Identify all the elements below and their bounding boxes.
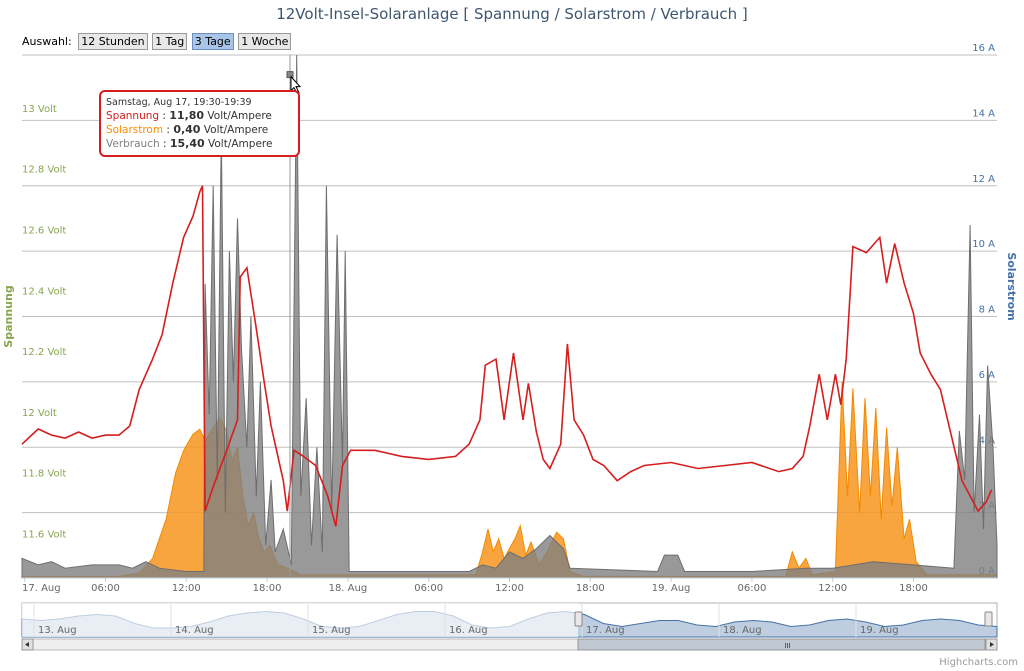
tooltip-value: 0,40 bbox=[173, 123, 201, 136]
left-axis-tick-label: 12.4 Volt bbox=[22, 286, 66, 297]
x-axis-tick-label: 18. Aug bbox=[329, 583, 368, 594]
tooltip-series-name: Spannung bbox=[106, 110, 160, 122]
tooltip-row-verbrauch: Verbrauch : 15,40 Volt/Ampere bbox=[106, 137, 273, 150]
x-axis-tick-label: 06:00 bbox=[737, 583, 766, 594]
left-axis-tick-label: 12.6 Volt bbox=[22, 225, 66, 236]
left-axis-tick-label: 11.8 Volt bbox=[22, 469, 66, 480]
x-axis-tick-label: 18:00 bbox=[899, 583, 928, 594]
navigator-label: 18. Aug bbox=[723, 625, 762, 636]
navigator-handle-left[interactable] bbox=[574, 611, 583, 627]
tooltip-value: 11,80 bbox=[169, 109, 205, 122]
navigator-label: 14. Aug bbox=[175, 625, 214, 636]
range-selector-label: Auswahl: bbox=[22, 35, 72, 48]
left-axis-tick-label: 13 Volt bbox=[22, 104, 57, 115]
range-1day-button[interactable]: 1 Tag bbox=[152, 33, 188, 50]
tooltip-header: Samstag, Aug 17, 19:30-19:39 bbox=[106, 97, 252, 108]
x-axis-tick-label: 12:00 bbox=[495, 583, 524, 594]
series-verbrauch-area bbox=[21, 54, 998, 579]
tooltip-value: 15,40 bbox=[169, 137, 205, 150]
navigator-label: 19. Aug bbox=[860, 625, 899, 636]
navigator-label: 16. Aug bbox=[449, 625, 488, 636]
left-axis-tick-label: 12 Volt bbox=[22, 408, 57, 419]
right-axis-title: Solarstrom bbox=[1005, 252, 1018, 320]
hover-marker bbox=[286, 71, 294, 79]
right-axis-tick-label: 8 A bbox=[979, 305, 996, 316]
navigator-handle-right[interactable] bbox=[984, 611, 993, 627]
right-axis-tick-label: 14 A bbox=[972, 108, 995, 119]
x-axis-tick-label: 12:00 bbox=[818, 583, 847, 594]
scrollbar-thumb[interactable] bbox=[577, 638, 986, 651]
x-axis-tick-label: 18:00 bbox=[576, 583, 605, 594]
navigator-label: 13. Aug bbox=[38, 625, 77, 636]
left-axis-tick-label: 11.6 Volt bbox=[22, 530, 66, 541]
tooltip-row-solarstrom: Solarstrom : 0,40 Volt/Ampere bbox=[106, 123, 269, 136]
range-1week-button[interactable]: 1 Woche bbox=[238, 33, 292, 50]
scrollbar-grip-icon: III bbox=[784, 642, 790, 650]
x-axis-tick-label: 06:00 bbox=[91, 583, 120, 594]
navigator-label: 17. Aug bbox=[586, 625, 625, 636]
tooltip: Samstag, Aug 17, 19:30-19:39 Spannung : … bbox=[99, 90, 300, 157]
series-solarstrom-area bbox=[21, 381, 998, 579]
range-selector: Auswahl: 12 Stunden 1 Tag 3 Tage 1 Woche bbox=[22, 33, 292, 50]
right-axis-tick-label: 10 A bbox=[972, 239, 995, 250]
credits-link[interactable]: Highcharts.com bbox=[939, 657, 1018, 668]
navigator-label: 15. Aug bbox=[312, 625, 351, 636]
right-axis-tick-label: 12 A bbox=[972, 174, 995, 185]
tooltip-unit: Volt/Ampere bbox=[203, 124, 269, 136]
tooltip-unit: Volt/Ampere bbox=[207, 110, 272, 122]
left-axis-title: Spannung bbox=[2, 285, 15, 347]
range-3days-button[interactable]: 3 Tage bbox=[191, 33, 234, 50]
chart-title: 12Volt-Insel-Solaranlage [ Spannung / So… bbox=[276, 5, 748, 23]
x-axis-tick-label: 17. Aug bbox=[22, 583, 61, 594]
tooltip-series-name: Solarstrom bbox=[106, 124, 164, 136]
x-axis-tick-label: 18:00 bbox=[253, 583, 282, 594]
range-12h-button[interactable]: 12 Stunden bbox=[78, 33, 148, 50]
left-axis-tick-label: 12.2 Volt bbox=[22, 347, 66, 358]
x-axis-tick-label: 06:00 bbox=[414, 583, 443, 594]
chevron-left-icon bbox=[25, 642, 29, 647]
navigator-mask bbox=[22, 603, 578, 637]
chevron-right-icon bbox=[990, 642, 994, 647]
x-axis-tick-label: 19. Aug bbox=[652, 583, 691, 594]
tooltip-series-name: Verbrauch bbox=[106, 138, 160, 150]
right-axis-tick-label: 16 A bbox=[972, 43, 995, 54]
tooltip-unit: Volt/Ampere bbox=[208, 138, 273, 150]
x-axis-tick-label: 12:00 bbox=[172, 583, 201, 594]
series-spannung-line bbox=[21, 185, 993, 527]
left-axis-tick-label: 12.8 Volt bbox=[22, 165, 66, 176]
tooltip-row-spannung: Spannung : 11,80 Volt/Ampere bbox=[106, 109, 272, 122]
